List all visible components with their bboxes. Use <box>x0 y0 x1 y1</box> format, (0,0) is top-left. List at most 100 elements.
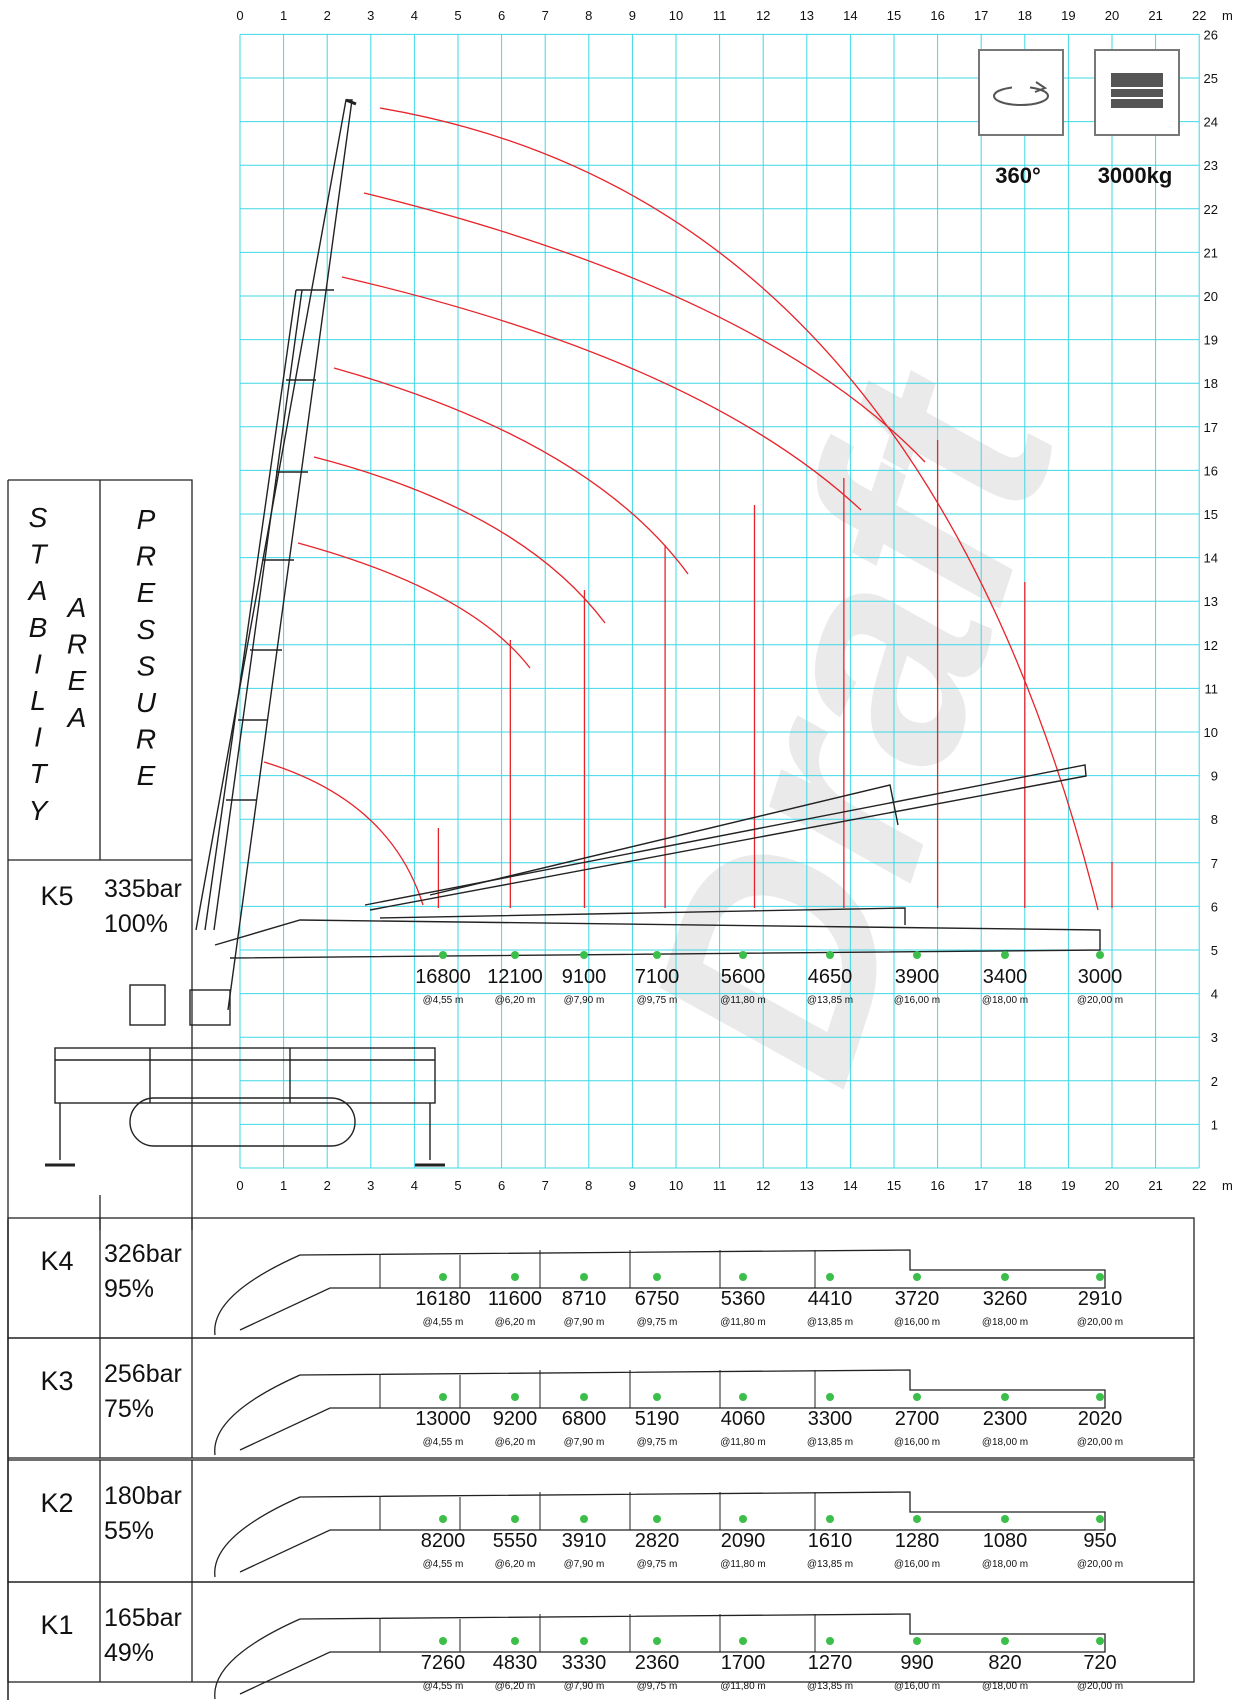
load-value: 2090 <box>721 1530 766 1552</box>
hook-point <box>580 1515 588 1523</box>
mini-boom-sections <box>379 1492 816 1530</box>
load-curve <box>341 276 862 511</box>
load-value: 7100 <box>635 966 680 988</box>
load-value: 950 <box>1083 1530 1116 1552</box>
row-id: K5 <box>40 881 73 911</box>
x-tick-label: 15 <box>887 1178 901 1193</box>
load-value: 3910 <box>562 1530 607 1552</box>
hook-point <box>580 1637 588 1645</box>
radius-label: @20,00 m <box>1077 1317 1123 1328</box>
radius-label: @4,55 m <box>423 1437 464 1448</box>
x-tick-label: 6 <box>498 1178 505 1193</box>
hook-point <box>653 1637 661 1645</box>
sidebar-letter: R <box>136 724 156 755</box>
y-tick-label: 7 <box>1211 856 1218 871</box>
radius-label: @4,55 m <box>423 1317 464 1328</box>
rotation-icon <box>993 81 1049 106</box>
y-axis-right: 1234567891011121314151617181920212223242… <box>1204 27 1218 1132</box>
load-value: 12100 <box>487 966 543 988</box>
radius-label: @11,80 m <box>720 1681 766 1692</box>
radius-label: @13,85 m <box>807 1681 853 1692</box>
radius-label: @6,20 m <box>495 1681 536 1692</box>
radius-label: @20,00 m <box>1077 995 1123 1006</box>
capacity-spec: 3000kg <box>1094 49 1180 188</box>
x-unit-label: m <box>1222 1178 1233 1193</box>
radius-label: @6,20 m <box>495 1317 536 1328</box>
row-percent: 100% <box>104 910 168 938</box>
x-tick-label: 19 <box>1061 1178 1075 1193</box>
sidebar-letter: S <box>29 502 48 533</box>
load-value: 5190 <box>635 1408 680 1430</box>
sidebar-letter: T <box>29 539 48 570</box>
x-tick-label: 12 <box>756 8 770 23</box>
x-tick-label: 21 <box>1148 8 1162 23</box>
hook-point <box>580 1273 588 1281</box>
sidebar-letter: A <box>27 575 48 606</box>
radius-label: @16,00 m <box>894 995 940 1006</box>
x-tick-label: 16 <box>930 1178 944 1193</box>
sidebar-letter: R <box>136 541 156 572</box>
x-tick-label: 17 <box>974 8 988 23</box>
y-tick-label: 6 <box>1211 899 1218 914</box>
radius-label: @11,80 m <box>720 1437 766 1448</box>
hook-point <box>739 951 747 959</box>
load-value: 3330 <box>562 1652 607 1674</box>
hook-point <box>913 1515 921 1523</box>
y-tick-label: 24 <box>1204 115 1218 130</box>
radius-label: @20,00 m <box>1077 1559 1123 1570</box>
row-percent: 49% <box>104 1639 154 1667</box>
hook-point <box>511 1637 519 1645</box>
hook-point <box>511 1515 519 1523</box>
sidebar-letter: B <box>29 612 48 643</box>
y-tick-label: 25 <box>1204 71 1218 86</box>
load-curve <box>263 761 424 906</box>
x-unit-label: m <box>1222 8 1233 23</box>
load-value: 3400 <box>983 966 1028 988</box>
y-tick-label: 2 <box>1211 1074 1218 1089</box>
x-tick-label: 13 <box>800 1178 814 1193</box>
hook-point <box>653 1273 661 1281</box>
mini-boom-sections <box>379 1614 816 1652</box>
x-tick-label: 13 <box>800 8 814 23</box>
x-tick-label: 0 <box>236 1178 243 1193</box>
x-tick-label: 2 <box>324 8 331 23</box>
load-value: 5550 <box>493 1530 538 1552</box>
y-tick-label: 14 <box>1204 551 1218 566</box>
x-tick-label: 8 <box>585 8 592 23</box>
load-value: 1080 <box>983 1530 1028 1552</box>
x-axis-top: 0 1 2 3 4 5 6 7 8 9 10 11 12 13 14 15 16 17 18 19 20 21 22 m <box>236 8 1232 23</box>
x-tick-label: 17 <box>974 1178 988 1193</box>
hook-point <box>1096 1393 1104 1401</box>
hook-point <box>511 1393 519 1401</box>
load-row-k1: K1 165bar 49% 7260 @4,55 m 4830 @6,20 m 3330 @7,… <box>7 1581 1195 1700</box>
x-tick-label: 14 <box>843 1178 857 1193</box>
y-tick-label: 26 <box>1204 27 1218 42</box>
radius-label: @18,00 m <box>982 1437 1028 1448</box>
row-percent: 55% <box>104 1517 154 1545</box>
load-value: 4830 <box>493 1652 538 1674</box>
x-tick-label: 10 <box>669 8 683 23</box>
x-tick-label: 9 <box>629 8 636 23</box>
x-tick-label: 5 <box>454 1178 461 1193</box>
y-tick-label: 9 <box>1211 769 1218 784</box>
sidebar-letter: A <box>66 702 87 733</box>
load-value: 9200 <box>493 1408 538 1430</box>
load-value: 4060 <box>721 1408 766 1430</box>
x-tick-label: 1 <box>280 1178 287 1193</box>
y-tick-label: 18 <box>1204 376 1218 391</box>
x-tick-label: 20 <box>1105 1178 1119 1193</box>
radius-label: @13,85 m <box>807 1317 853 1328</box>
y-tick-label: 4 <box>1211 987 1218 1002</box>
y-tick-label: 21 <box>1204 245 1218 260</box>
radius-label: @7,90 m <box>564 1681 605 1692</box>
y-tick-label: 19 <box>1204 333 1218 348</box>
grid <box>239 33 1200 1169</box>
hook-point <box>826 951 834 959</box>
sidebar-letter: S <box>137 614 156 645</box>
load-value: 3300 <box>808 1408 853 1430</box>
x-tick-label: 3 <box>367 1178 374 1193</box>
